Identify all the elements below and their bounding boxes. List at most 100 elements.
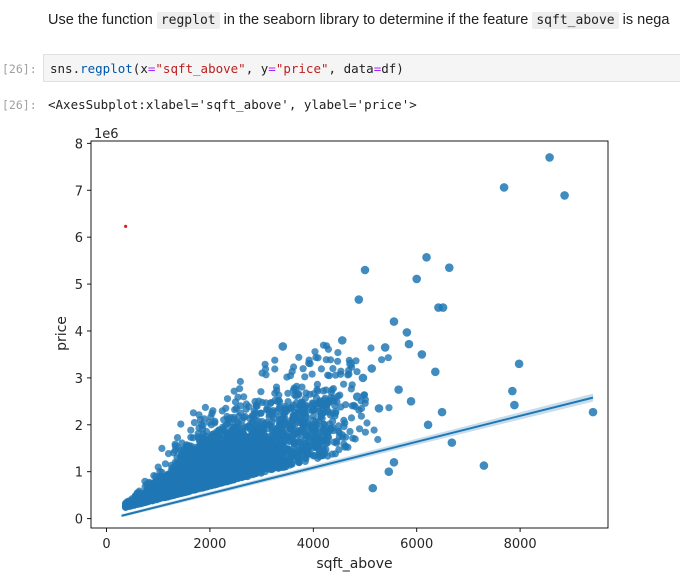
x-tick-label: 2000 xyxy=(193,537,226,552)
scatter-point xyxy=(275,391,283,399)
scatter-point xyxy=(195,460,203,468)
scatter-point xyxy=(329,365,337,373)
scatter-point xyxy=(322,386,330,394)
scatter-point xyxy=(290,421,299,430)
scatter-point xyxy=(147,494,155,502)
scatter-point xyxy=(134,499,142,507)
scatter-point xyxy=(254,423,262,431)
scatter-point xyxy=(368,483,378,493)
scatter-point xyxy=(277,432,285,441)
code-token: "sqft_above" xyxy=(155,61,246,76)
scatter-point xyxy=(309,399,318,408)
scatter-point xyxy=(201,403,209,411)
scatter-point xyxy=(233,418,241,426)
scatter-point xyxy=(215,426,223,434)
scatter-point xyxy=(257,388,265,396)
scatter-point xyxy=(304,433,312,441)
scatter-point xyxy=(206,442,214,450)
code-token: data xyxy=(343,61,374,76)
scatter-point xyxy=(284,419,292,427)
scatter-point xyxy=(293,431,301,439)
code-token: = xyxy=(147,61,156,76)
scatter-point xyxy=(268,451,276,459)
scatter-point xyxy=(294,457,302,465)
scatter-point xyxy=(444,263,454,272)
scatter-point xyxy=(341,443,349,451)
code-line[interactable]: sns.regplot(x="sqft_above", y="price", d… xyxy=(50,61,404,76)
scatter-point xyxy=(187,433,195,441)
code-token: , xyxy=(328,61,344,76)
scatter-point xyxy=(508,386,517,396)
scatter-point xyxy=(312,394,320,402)
scatter-point xyxy=(560,191,569,200)
y-tick-label: 5 xyxy=(75,278,83,293)
scatter-point xyxy=(235,461,243,469)
y-tick-label: 2 xyxy=(75,419,83,434)
inline-code-regplot: regplot xyxy=(156,12,220,29)
scatter-point xyxy=(150,487,158,495)
scatter-point xyxy=(211,432,219,440)
scatter-point xyxy=(222,404,230,412)
scatter-point xyxy=(374,435,382,444)
scatter-point xyxy=(337,367,345,375)
scatter-point xyxy=(367,344,375,352)
scatter-point xyxy=(389,458,399,467)
scatter-point xyxy=(385,404,393,412)
code-token: regplot xyxy=(80,61,133,76)
code-token: y xyxy=(260,61,269,76)
scatter-point xyxy=(321,394,329,402)
scatter-point xyxy=(588,407,598,417)
scatter-point xyxy=(380,343,390,352)
scatter-point xyxy=(340,380,348,388)
scatter-point xyxy=(317,400,326,408)
scatter-point xyxy=(201,459,209,467)
scatter-point xyxy=(284,459,292,467)
markdown-text: is nega xyxy=(618,12,670,28)
scatter-point xyxy=(217,451,225,459)
scatter-point xyxy=(344,371,352,379)
scatter-point xyxy=(333,437,341,445)
scatter-point xyxy=(212,459,221,467)
scatter-point xyxy=(394,385,403,394)
scatter-point xyxy=(334,357,342,365)
scatter-point xyxy=(327,424,335,432)
scatter-point xyxy=(196,416,204,424)
scatter-point xyxy=(223,395,232,403)
scatter-point xyxy=(233,429,241,437)
scatter-point xyxy=(370,426,378,434)
scatter-point xyxy=(262,365,270,373)
scatter-point xyxy=(207,450,215,458)
scatter-point xyxy=(262,371,270,379)
scatter-point xyxy=(237,409,245,417)
scatter-point xyxy=(230,447,238,455)
scatter-point xyxy=(298,383,306,391)
scatter-point xyxy=(295,353,303,361)
scatter-point xyxy=(201,439,209,447)
scatter-point xyxy=(179,468,187,477)
cell-output-text: <AxesSubplot:xlabel='sqft_above', ylabel… xyxy=(48,97,417,112)
scatter-point xyxy=(330,397,338,405)
scatter-point xyxy=(402,328,412,337)
scatter-point xyxy=(357,412,365,420)
markdown-instruction: Use the function regplot in the seaborn … xyxy=(48,12,680,29)
scatter-point xyxy=(404,339,414,349)
scatter-point xyxy=(189,409,197,417)
scatter-point xyxy=(290,413,298,422)
scatter-point xyxy=(322,342,331,350)
scatter-point xyxy=(295,444,304,452)
scatter-point xyxy=(246,455,255,463)
scatter-point xyxy=(187,482,195,490)
x-tick-label: 0 xyxy=(102,537,110,552)
code-cell-editor[interactable]: sns.regplot(x="sqft_above", y="price", d… xyxy=(43,54,680,82)
scatter-point xyxy=(313,385,321,394)
scatter-point xyxy=(157,475,165,483)
scatter-point xyxy=(224,415,232,423)
scatter-point xyxy=(268,411,276,419)
scatter-point xyxy=(363,419,371,427)
scatter-point xyxy=(422,253,431,262)
scatter-point xyxy=(261,455,269,463)
code-token: ) xyxy=(396,61,404,76)
scatter-point xyxy=(242,405,250,413)
scatter-point xyxy=(294,405,302,413)
